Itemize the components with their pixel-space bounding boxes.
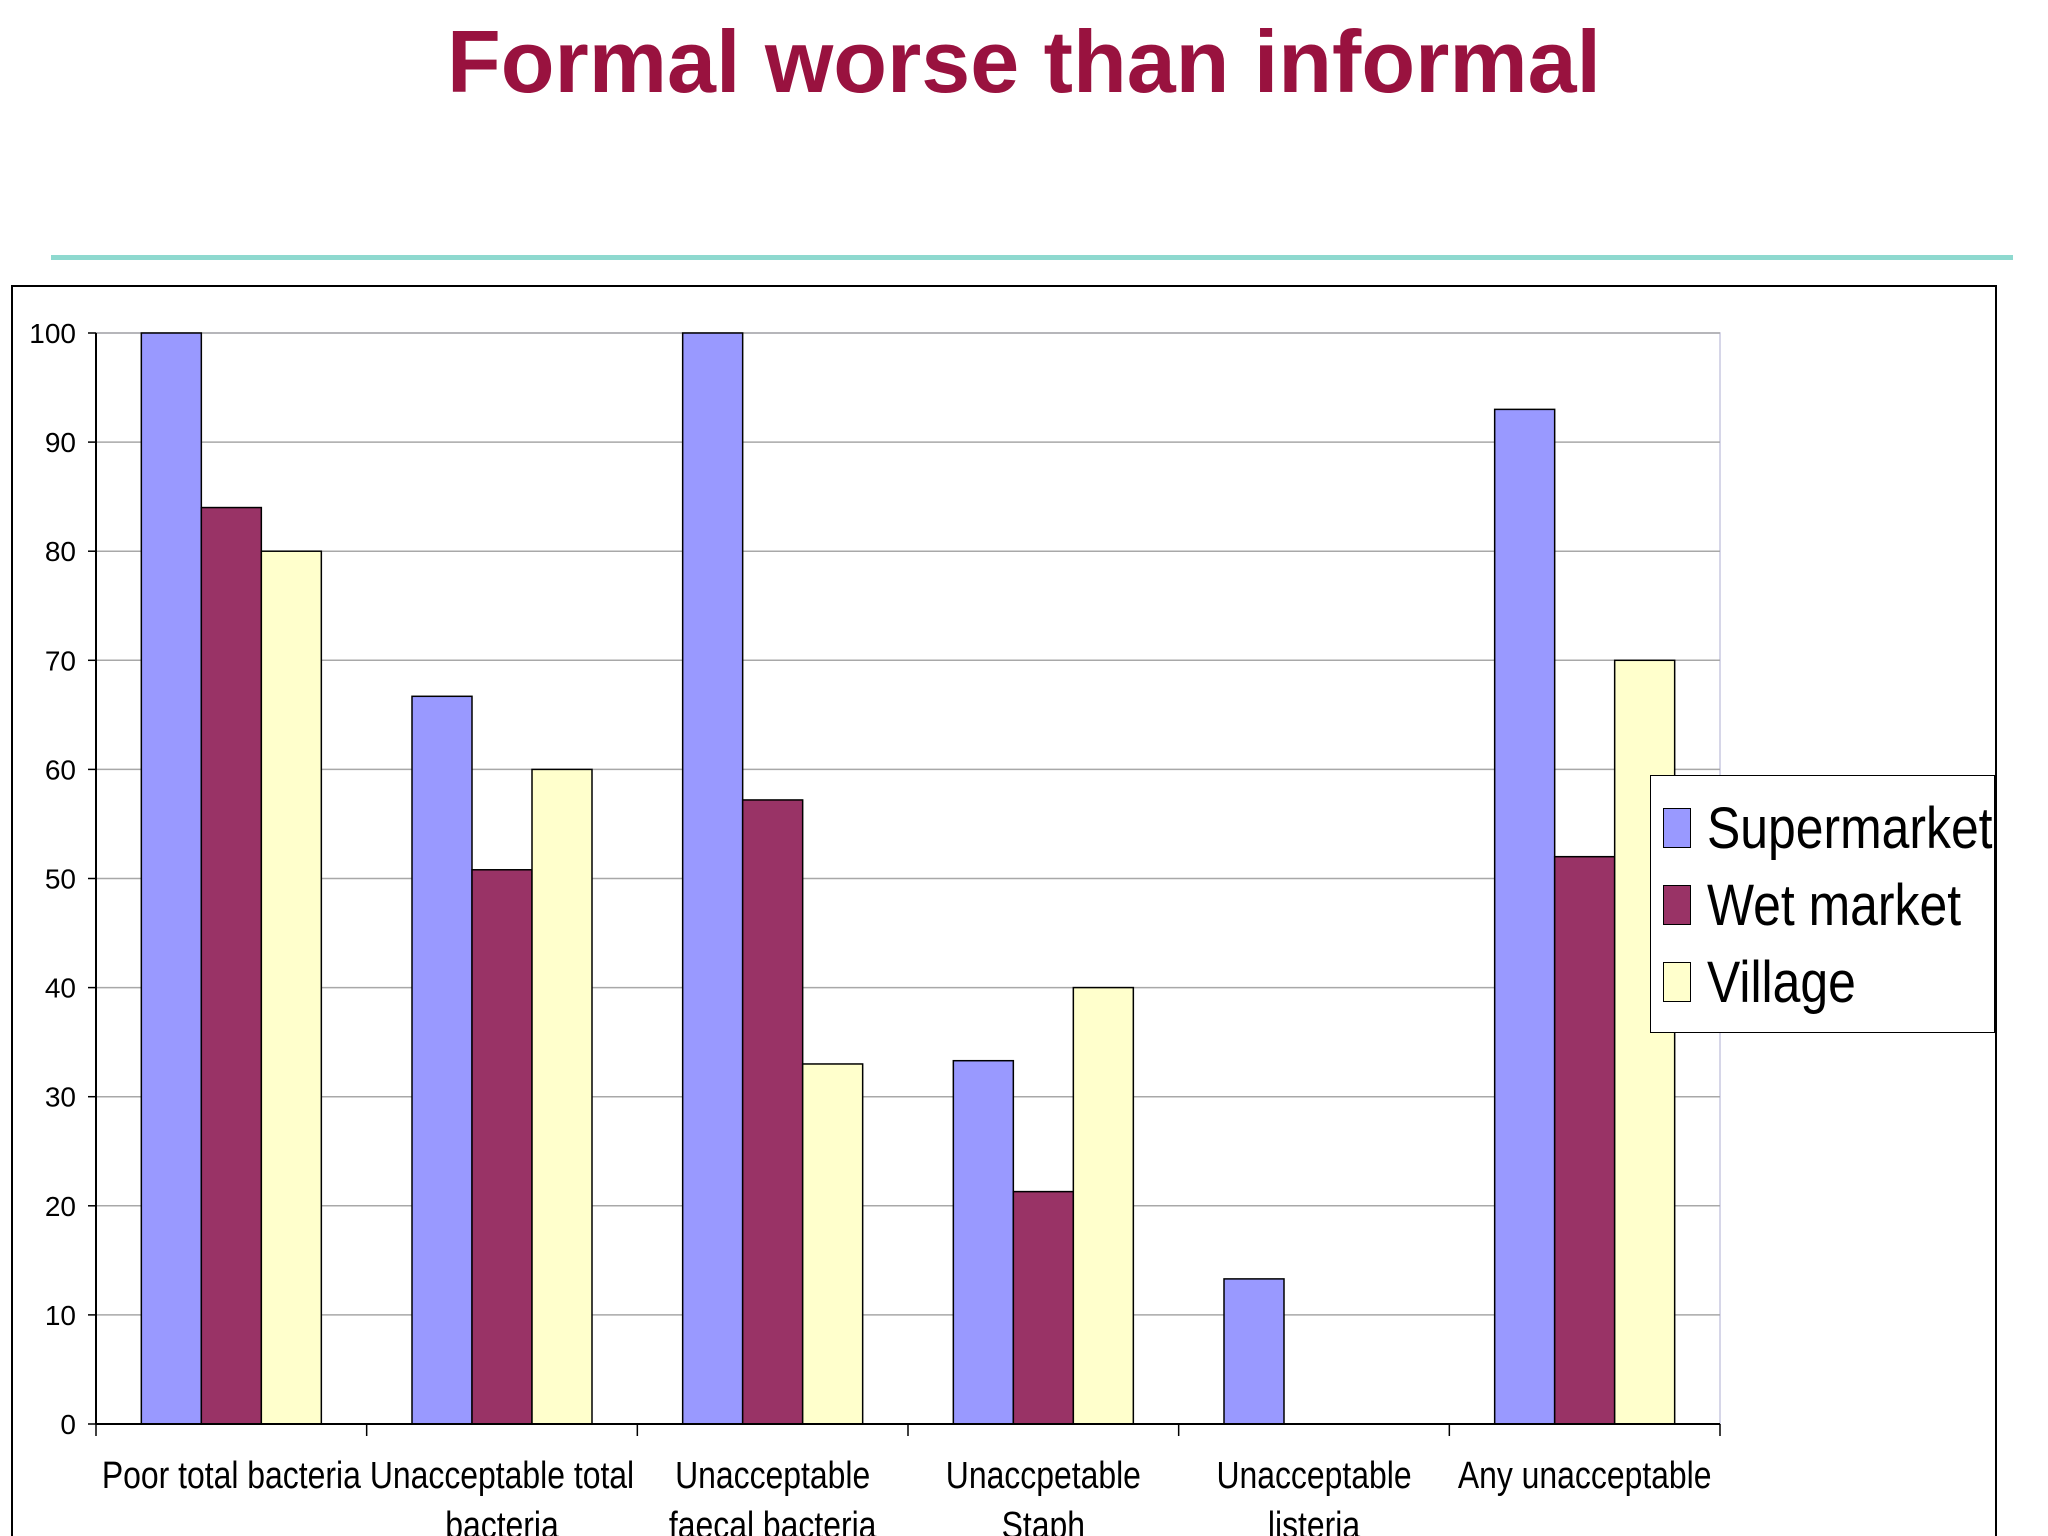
x-tick-label: Any unacceptable [1458,1454,1712,1496]
legend-swatch-wet-market [1663,885,1691,925]
bar-village [531,768,593,1425]
y-tick-label: 70 [45,645,76,676]
bar-supermarket [1223,1278,1285,1425]
x-tick-label: Unaccpetable [946,1454,1141,1496]
bar-supermarket [1493,408,1556,1425]
y-tick-label: 10 [45,1300,76,1331]
x-tick-label: Unacceptable total [370,1454,634,1496]
legend-swatch-village [1663,962,1691,1002]
legend-item-village: Village [1663,950,1880,1015]
y-tick-label: 80 [45,536,76,567]
legend-label-wet-market: Wet market [1707,872,1962,938]
bar-village [801,1063,864,1425]
bar-wet-market [1012,1190,1075,1425]
chart-legend: Supermarket Wet market Village [1650,775,1995,1033]
slide-title: Formal worse than informal [447,12,1601,111]
x-tick-label: bacteria [445,1504,559,1536]
x-tick-label: faecal bacteria [669,1504,877,1536]
legend-item-wet-market: Wet market [1663,873,2002,938]
bar-village [260,550,323,1425]
bar-wet-market [200,506,263,1425]
bar-supermarket [681,332,744,1425]
x-tick-label: Unacceptable [1216,1454,1411,1496]
y-tick-label: 0 [60,1409,76,1440]
legend-label-supermarket: Supermarket [1707,795,1993,861]
bar-supermarket [952,1059,1015,1425]
bar-wet-market [471,869,533,1425]
bar-village [1072,986,1135,1425]
bar-supermarket [411,695,473,1425]
x-tick-label: Unacceptable [675,1454,870,1496]
legend-label-village: Village [1707,949,1856,1015]
bar-wet-market [1553,855,1616,1425]
x-tick-label: Staph [1002,1504,1085,1536]
bar-supermarket [140,332,203,1425]
y-tick-label: 100 [29,318,76,349]
legend-swatch-supermarket [1663,808,1691,848]
y-tick-label: 30 [45,1082,76,1113]
y-tick-label: 40 [45,973,76,1004]
y-tick-label: 50 [45,864,76,895]
y-tick-label: 60 [45,754,76,785]
bar-wet-market [741,799,804,1425]
x-tick-label: listeria [1268,1504,1361,1536]
x-tick-label: Poor total bacteria [102,1454,361,1496]
legend-item-supermarket: Supermarket [1663,796,2039,861]
title-divider [51,255,2013,260]
y-tick-label: 90 [45,427,76,458]
y-tick-label: 20 [45,1191,76,1222]
